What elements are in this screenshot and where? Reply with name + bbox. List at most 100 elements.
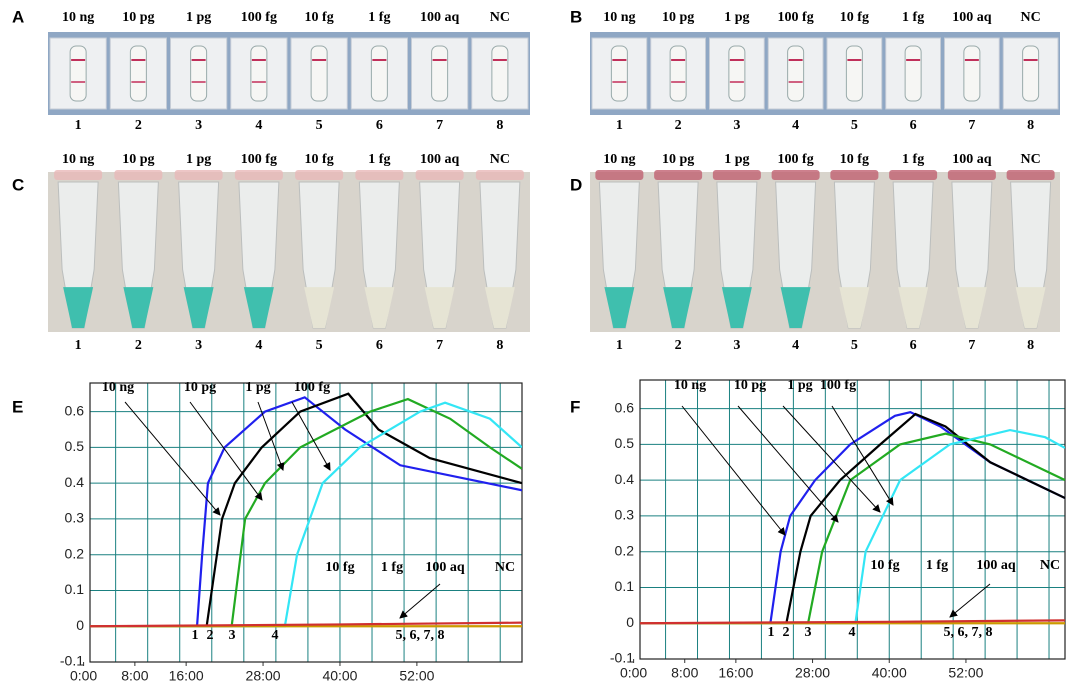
lane-number: 8 [496,118,503,133]
strip-window [491,45,509,102]
annotation: 1 pg [245,380,270,395]
x-tick-label: 16:00 [718,665,753,681]
lane-number: 7 [436,118,443,133]
tube-cap [355,170,404,180]
lane-number: 4 [792,338,799,353]
sample-label: 100 fg [241,10,277,25]
annotation-arrow [124,401,221,516]
sample-label: 100 fg [241,152,277,167]
tube-cap [771,170,820,180]
tube-cap [1006,170,1055,180]
lane-number: 2 [675,338,682,353]
tube-liquid [243,287,274,328]
sample-label: 10 ng [603,10,635,25]
sample-label: 100 aq [420,152,460,167]
tube-cap [114,170,163,180]
sample-label: 10 fg [840,10,869,25]
annotation: 100 aq [976,558,1016,573]
sample-label: 1 pg [186,152,211,167]
annotation: 10 fg [325,560,354,575]
lane-number: 1 [616,118,623,133]
y-tick-label: -0.1 [610,650,634,666]
x-tick-label: 52:00 [399,668,434,684]
annotation: 2 [207,628,214,643]
sample-label: 10 ng [62,10,94,25]
lane-number: 8 [1027,338,1034,353]
strip-window [370,45,388,102]
sample-label: 10 fg [305,10,334,25]
annotation: 100 fg [294,380,330,395]
annotation: NC [1040,558,1060,573]
sample-label: 10 pg [662,10,694,25]
sample-label: 10 ng [603,152,635,167]
tube-cap [295,170,344,180]
annotation-arrow [257,401,285,471]
sample-label: 10 fg [305,152,334,167]
sample-label: 1 fg [902,10,924,25]
lane-number: 6 [376,338,383,353]
x-tick-label: 28:00 [795,665,830,681]
strip-window [310,45,328,102]
lane-number: 8 [1027,118,1034,133]
sample-label: NC [490,10,510,25]
tube-liquid [424,287,455,328]
annotation: 2 [783,625,790,640]
sample-label: 1 fg [368,10,390,25]
y-tick-label: 0 [626,614,634,630]
strip-window [728,45,746,102]
series-line [640,619,1065,625]
sample-label: 10 pg [122,10,154,25]
tube-cap [947,170,996,180]
annotation: 3 [229,628,236,643]
sample-label: 100 aq [420,10,460,25]
y-tick-label: 0.1 [65,581,85,597]
lane-number: 2 [135,118,142,133]
annotation: 10 pg [734,378,766,393]
lane-number: 7 [436,338,443,353]
sample-label: 1 pg [186,10,211,25]
annotation-arrow [949,583,991,618]
strip-window [963,45,981,102]
lane-number: 8 [496,338,503,353]
x-tick-label: 16:00 [169,668,204,684]
tube-cap [889,170,938,180]
annotation-arrow [399,583,441,619]
y-tick-label: 0.2 [615,542,635,558]
panel-letter: B [570,7,582,26]
annotation-arrow [189,401,263,501]
annotation: 10 fg [870,558,899,573]
strip-window [250,45,268,102]
series-line [90,621,522,628]
lane-number: 7 [968,118,975,133]
lane-number: 5 [316,338,323,353]
sample-label: 1 fg [368,152,390,167]
panel-letter: C [12,175,24,194]
y-tick-label: 0.4 [65,474,85,490]
y-tick-label: 0 [76,617,84,633]
tube-cap [174,170,223,180]
x-tick-label: 40:00 [322,668,357,684]
annotation: 5, 6, 7, 8 [396,628,445,643]
lane-number: 5 [851,118,858,133]
lane-number: 3 [195,338,202,353]
sample-label: 1 pg [724,10,749,25]
x-tick-label: 0:00 [70,668,97,684]
strip-window [904,45,922,102]
lane-number: 4 [255,338,262,353]
tube-cap [830,170,879,180]
lane-number: 4 [792,118,799,133]
y-tick-label: 0.3 [615,507,635,523]
plot-frame [639,379,1066,660]
tube-liquid [663,287,694,328]
lane-number: 6 [910,118,917,133]
sample-label: 1 pg [724,152,749,167]
lane-number: 3 [733,338,740,353]
y-tick-label: 0.6 [615,399,635,415]
tube-liquid [721,287,752,328]
annotation: 10 pg [184,380,216,395]
tube-liquid [604,287,635,328]
annotation: 1 [192,628,199,643]
panel-letter: D [570,175,582,194]
annotation: 100 aq [425,560,465,575]
